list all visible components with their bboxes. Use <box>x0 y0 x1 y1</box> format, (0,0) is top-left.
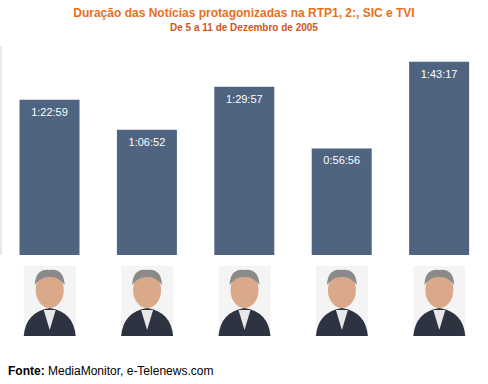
html-text:Duração das Notícias protagoni: Duração das Notícias protagonizadas na R… <box>73 6 415 20</box>
svg-text:0:56:56: 0:56:56 <box>323 154 360 166</box>
svg-text:1:43:17: 1:43:17 <box>421 68 458 80</box>
svg-text:1:29:57: 1:29:57 <box>226 93 263 105</box>
html-text:De 5 a 11 de Dezembro de 2005: De 5 a 11 de Dezembro de 2005 <box>170 22 318 33</box>
html-text:Fonte: MediaMonitor, e-Telenew: Fonte: MediaMonitor, e-Telenews.com <box>8 364 214 378</box>
svg-text:1:06:52: 1:06:52 <box>129 136 166 148</box>
svg-text:1:22:59: 1:22:59 <box>31 106 68 118</box>
